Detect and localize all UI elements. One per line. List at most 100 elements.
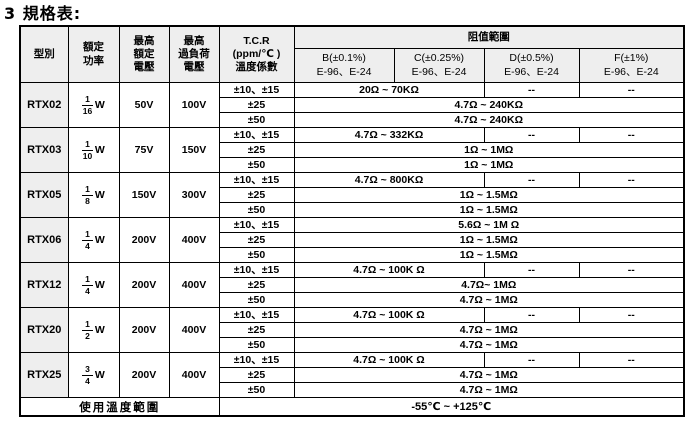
fraction-denominator: 4 bbox=[85, 285, 90, 296]
power-unit: W bbox=[94, 369, 105, 381]
dash-cell: -- bbox=[483, 352, 580, 368]
tcr-cell: ±25 bbox=[218, 142, 295, 158]
tcr-cell: ±50 bbox=[218, 382, 295, 398]
spec-row: ±50 4.7Ω ~ 1MΩ bbox=[20, 382, 685, 398]
tcr-cell: ±10、±15 bbox=[218, 217, 295, 233]
rated-power-cell: 1 10 W bbox=[67, 127, 120, 173]
spec-row: ±50 1Ω ~ 1.5MΩ bbox=[20, 247, 685, 263]
overload-voltage-cell: 150V bbox=[168, 127, 220, 173]
header-model: 型別 bbox=[19, 25, 69, 83]
dash-cell: -- bbox=[483, 82, 580, 98]
power-unit: W bbox=[94, 189, 105, 201]
dash-cell: -- bbox=[578, 127, 685, 143]
rated-power-cell: 1 16 W bbox=[67, 82, 120, 128]
resistance-range-cell: 4.7Ω~ 1MΩ bbox=[293, 277, 685, 293]
header-tolerance-b: B(±0.1%) E-96、E-24 bbox=[293, 48, 395, 83]
fraction-denominator: 10 bbox=[82, 150, 93, 161]
power-unit: W bbox=[94, 324, 105, 336]
resistance-range-cell: 5.6Ω ~ 1M Ω bbox=[293, 217, 685, 233]
spec-row: RTX02 1 16 W 50V 100V ±10、±15 20Ω ~ 70KΩ -- -- bbox=[19, 82, 685, 128]
fraction-numerator: 1 bbox=[82, 320, 93, 331]
dash-cell: -- bbox=[578, 352, 685, 368]
tcr-cell: ±50 bbox=[218, 247, 295, 263]
rated-voltage-cell: 200V bbox=[118, 217, 170, 263]
overload-voltage-cell: 400V bbox=[168, 352, 220, 398]
tcr-cell: ±10、±15 bbox=[218, 352, 295, 368]
tcr-cell: ±50 bbox=[218, 292, 295, 308]
fraction-numerator: 1 bbox=[82, 140, 93, 151]
spec-row: ±25 4.7Ω ~ 1MΩ bbox=[20, 322, 685, 338]
fraction-denominator: 2 bbox=[85, 330, 90, 341]
rated-voltage-cell: 150V bbox=[118, 172, 170, 218]
power-unit: W bbox=[94, 234, 105, 246]
tcr-cell: ±50 bbox=[218, 202, 295, 218]
spec-table-body: RTX02 1 16 W 50V 100V ±10、±15 20Ω ~ 70KΩ -- -- ±25… bbox=[19, 82, 685, 398]
resistance-range-cell: 4.7Ω ~ 240KΩ bbox=[293, 97, 685, 113]
overload-voltage-cell: 100V bbox=[168, 82, 220, 128]
temp-range-row: 使用溫度範圍 -55℃ ~ +125℃ bbox=[19, 397, 685, 417]
fraction-numerator: 1 bbox=[82, 275, 93, 286]
power-fraction: 1 10 bbox=[82, 140, 93, 160]
resistance-range-cell: 4.7Ω ~ 1MΩ bbox=[293, 292, 685, 308]
tcr-cell: ±50 bbox=[218, 112, 295, 128]
power-fraction: 1 16 bbox=[82, 95, 93, 115]
rated-voltage-cell: 50V bbox=[118, 82, 170, 128]
tcr-cell: ±25 bbox=[218, 322, 295, 338]
resistance-range-cell: 4.7Ω ~ 100K Ω bbox=[293, 262, 485, 278]
fraction-numerator: 1 bbox=[82, 185, 93, 196]
dash-cell: -- bbox=[578, 172, 685, 188]
spec-row: RTX25 3 4 W 200V 400V ±10、±15 4.7Ω ~ 100K Ω -- -- bbox=[19, 352, 685, 398]
spec-table-footer: 使用溫度範圍 -55℃ ~ +125℃ bbox=[19, 397, 685, 417]
model-cell: RTX25 bbox=[19, 352, 69, 398]
power-unit: W bbox=[94, 279, 105, 291]
power-unit: W bbox=[94, 144, 105, 156]
header-rated-power: 額定 功率 bbox=[67, 25, 120, 83]
header-resistance-range: 阻值範圍 bbox=[293, 25, 685, 49]
overload-voltage-cell: 400V bbox=[168, 307, 220, 353]
spec-row: RTX06 1 4 W 200V 400V ±10、±15 5.6Ω ~ 1M Ω bbox=[19, 217, 685, 263]
dash-cell: -- bbox=[483, 127, 580, 143]
dash-cell: -- bbox=[578, 82, 685, 98]
resistance-range-cell: 20Ω ~ 70KΩ bbox=[293, 82, 485, 98]
resistance-range-cell: 1Ω ~ 1MΩ bbox=[293, 157, 685, 173]
tcr-cell: ±25 bbox=[218, 277, 295, 293]
fraction-numerator: 1 bbox=[82, 230, 93, 241]
resistance-range-cell: 4.7Ω ~ 100K Ω bbox=[293, 307, 485, 323]
overload-voltage-cell: 300V bbox=[168, 172, 220, 218]
dash-cell: -- bbox=[578, 307, 685, 323]
rated-voltage-cell: 75V bbox=[118, 127, 170, 173]
resistance-range-cell: 1Ω ~ 1.5MΩ bbox=[293, 187, 685, 203]
fraction-denominator: 8 bbox=[85, 195, 90, 206]
dash-cell: -- bbox=[483, 172, 580, 188]
tcr-cell: ±10、±15 bbox=[218, 82, 295, 98]
dash-cell: -- bbox=[483, 262, 580, 278]
spec-row: ±25 1Ω ~ 1.5MΩ bbox=[20, 232, 685, 248]
model-cell: RTX06 bbox=[19, 217, 69, 263]
model-cell: RTX03 bbox=[19, 127, 69, 173]
tcr-cell: ±50 bbox=[218, 337, 295, 353]
rated-voltage-cell: 200V bbox=[118, 352, 170, 398]
tcr-cell: ±10、±15 bbox=[218, 307, 295, 323]
spec-row: RTX20 1 2 W 200V 400V ±10、±15 4.7Ω ~ 100K Ω -- -- bbox=[19, 307, 685, 353]
spec-table-header: 型別 額定 功率 最高 額定 電壓 最高 過負荷 電壓 T.C.R (ppm/℃… bbox=[19, 25, 685, 83]
overload-voltage-cell: 400V bbox=[168, 262, 220, 308]
model-cell: RTX20 bbox=[19, 307, 69, 353]
fraction-denominator: 16 bbox=[82, 105, 93, 116]
tcr-cell: ±25 bbox=[218, 97, 295, 113]
spec-row: ±25 4.7Ω~ 1MΩ bbox=[20, 277, 685, 293]
tcr-cell: ±25 bbox=[218, 187, 295, 203]
header-tcr: T.C.R (ppm/℃ ) 溫度係數 bbox=[218, 25, 295, 83]
resistance-range-cell: 1Ω ~ 1.5MΩ bbox=[293, 247, 685, 263]
header-tolerance-d: D(±0.5%) E-96、E-24 bbox=[483, 48, 580, 83]
resistance-range-cell: 4.7Ω ~ 240KΩ bbox=[293, 112, 685, 128]
resistance-range-cell: 1Ω ~ 1MΩ bbox=[293, 142, 685, 158]
